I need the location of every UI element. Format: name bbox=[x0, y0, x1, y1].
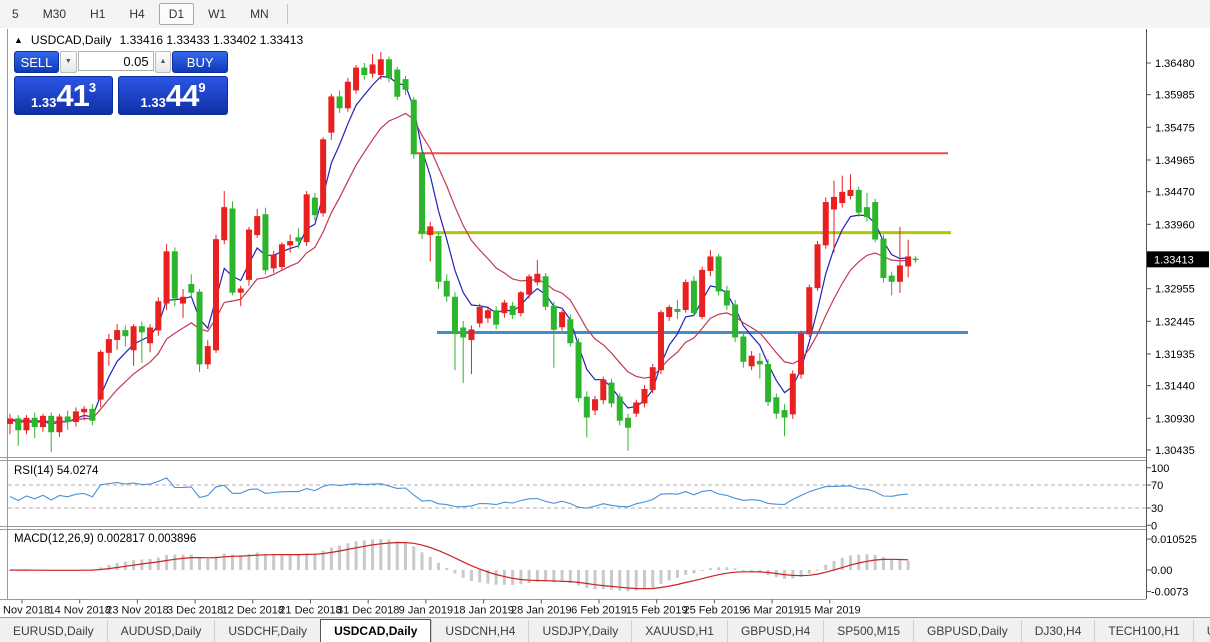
macd-signal-line bbox=[9, 541, 909, 590]
svg-text:0.00: 0.00 bbox=[1151, 565, 1172, 577]
macd-histogram bbox=[8, 539, 910, 592]
chart-symbol-label: USDCAD,Daily bbox=[30, 33, 112, 47]
chart-tab-xauusd-h1[interactable]: XAUUSD,H1 bbox=[631, 620, 727, 642]
timeframe-button-5[interactable]: 5 bbox=[12, 7, 19, 21]
svg-text:31 Dec 2018: 31 Dec 2018 bbox=[337, 605, 399, 617]
chart-ohlc-values: 1.33416 1.33433 1.33402 1.33413 bbox=[119, 33, 304, 47]
toolbar-separator bbox=[286, 4, 288, 24]
svg-text:1.32445: 1.32445 bbox=[1155, 316, 1195, 328]
svg-text:-0.0073: -0.0073 bbox=[1151, 586, 1188, 598]
sell-button[interactable]: SELL bbox=[14, 51, 59, 73]
price-axis[interactable]: 1.36480 1.35985 1.35475 1.34965 1.34470 1.339… bbox=[1146, 58, 1209, 457]
svg-text:1.31440: 1.31440 bbox=[1155, 381, 1195, 393]
buy-price-panel[interactable]: 1.33 44 9 bbox=[118, 76, 228, 115]
macd-indicator-label: MACD(12,26,9) 0.002817 0.003896 bbox=[14, 533, 197, 545]
chart-tab-gbpusd-h4[interactable]: GBPUSD,H4 bbox=[726, 620, 823, 642]
svg-text:6 Feb 2019: 6 Feb 2019 bbox=[571, 605, 627, 617]
svg-text:30: 30 bbox=[1151, 503, 1163, 515]
chart-tab-dj30-h4[interactable]: DJ30,H4 bbox=[1020, 620, 1095, 642]
svg-text:1.36480: 1.36480 bbox=[1155, 58, 1195, 70]
timeframe-button-h1[interactable]: H1 bbox=[90, 7, 106, 21]
chart-frame bbox=[0, 29, 1147, 600]
timeframe-button-m30[interactable]: M30 bbox=[42, 7, 67, 21]
svg-text:9 Jan 2019: 9 Jan 2019 bbox=[399, 605, 453, 617]
chart-tab-sp500-m15[interactable]: SP500,M15 bbox=[823, 620, 913, 642]
buy-price-prefix: 1.33 bbox=[140, 95, 166, 110]
timeframe-toolbar: 5 M30 H1 H4 D1 W1 MN bbox=[0, 0, 1210, 29]
svg-text:1.32955: 1.32955 bbox=[1155, 284, 1195, 296]
current-price-tag: 1.33413 bbox=[1147, 251, 1209, 268]
svg-text:1.35475: 1.35475 bbox=[1155, 122, 1195, 134]
svg-text:15 Feb 2019: 15 Feb 2019 bbox=[626, 605, 688, 617]
sell-price-pips: 41 bbox=[56, 78, 89, 113]
chart-tab-bar: EURUSD,Daily AUDUSD,Daily USDCHF,Daily USDC… bbox=[0, 617, 1210, 642]
svg-text:23 Nov 2018: 23 Nov 2018 bbox=[106, 605, 168, 617]
svg-text:0: 0 bbox=[1151, 520, 1157, 532]
sell-price-point: 3 bbox=[88, 80, 97, 95]
slow-ma bbox=[9, 112, 909, 423]
candles bbox=[7, 52, 912, 453]
chart-tab-tech100-h1[interactable]: TECH100,H1 bbox=[1094, 620, 1192, 642]
chart-window: 0.010525 0.00 -0.0073 100 70 30 0 +1.36480 1.359… bbox=[0, 28, 1210, 617]
timeframe-button-h4[interactable]: H4 bbox=[129, 7, 145, 21]
chart-title: ▲ USDCAD,Daily 1.33416 1.33433 1.33402 1… bbox=[14, 33, 303, 47]
macd-pane: 0.010525 0.00 -0.0073 bbox=[8, 534, 1197, 598]
lot-decrease-button[interactable]: ▼ bbox=[59, 51, 77, 73]
svg-text:28 Jan 2019: 28 Jan 2019 bbox=[511, 605, 572, 617]
lot-size-input[interactable] bbox=[77, 51, 154, 71]
lot-increase-button[interactable]: ▲ bbox=[154, 51, 172, 73]
timeframe-button-d1[interactable]: D1 bbox=[158, 3, 195, 25]
sell-price-panel[interactable]: 1.33 41 3 bbox=[14, 76, 114, 115]
svg-text:1.34965: 1.34965 bbox=[1155, 155, 1195, 167]
current-price-marker-icon: + bbox=[912, 253, 919, 267]
macd-axis: 0.010525 0.00 -0.0073 bbox=[1146, 534, 1197, 598]
svg-text:1.34470: 1.34470 bbox=[1155, 187, 1195, 199]
svg-text:0.010525: 0.010525 bbox=[1151, 534, 1197, 546]
timeframe-button-w1[interactable]: W1 bbox=[208, 7, 227, 21]
sell-price-prefix: 1.33 bbox=[31, 95, 57, 110]
svg-text:100: 100 bbox=[1151, 463, 1169, 475]
chart-tab-usdcnh-h4[interactable]: USDCNH,H4 bbox=[431, 620, 528, 642]
svg-text:1.30435: 1.30435 bbox=[1155, 445, 1195, 457]
svg-text:1.35985: 1.35985 bbox=[1155, 90, 1195, 102]
svg-text:5 Nov 2018: 5 Nov 2018 bbox=[0, 605, 50, 617]
svg-text:14 Nov 2018: 14 Nov 2018 bbox=[49, 605, 111, 617]
collapse-triangle-icon[interactable]: ▲ bbox=[14, 35, 23, 45]
svg-text:70: 70 bbox=[1151, 480, 1163, 492]
rsi-line bbox=[9, 477, 909, 509]
horizontal-lines bbox=[415, 152, 968, 335]
one-click-trading-panel: SELL ▼ ▲ BUY 1.33 41 3 1.33 44 9 bbox=[14, 51, 229, 115]
timeframe-button-mn[interactable]: MN bbox=[250, 7, 269, 21]
svg-text:1.30930: 1.30930 bbox=[1155, 413, 1195, 425]
chart-tab-gbpusd-daily[interactable]: GBPUSD,Daily bbox=[913, 620, 1021, 642]
svg-text:3 Dec 2018: 3 Dec 2018 bbox=[167, 605, 223, 617]
svg-text:18 Jan 2019: 18 Jan 2019 bbox=[453, 605, 514, 617]
price-chart[interactable]: 0.010525 0.00 -0.0073 100 70 30 0 +1.36480 1.359… bbox=[0, 28, 1210, 617]
svg-text:1.33413: 1.33413 bbox=[1154, 254, 1194, 266]
rsi-pane: 100 70 30 0 bbox=[8, 463, 1169, 532]
chart-tab-usdjpy-daily[interactable]: USDJPY,Daily bbox=[528, 620, 631, 642]
chart-tab-usdchf-daily[interactable]: USDCHF,Daily bbox=[214, 620, 320, 642]
svg-text:6 Mar 2019: 6 Mar 2019 bbox=[744, 605, 800, 617]
chart-tab-ukc[interactable]: UKC bbox=[1192, 620, 1210, 642]
buy-price-point: 9 bbox=[198, 80, 206, 95]
chart-tab-eurusd-daily[interactable]: EURUSD,Daily bbox=[13, 624, 94, 638]
svg-text:25 Feb 2019: 25 Feb 2019 bbox=[684, 605, 746, 617]
svg-text:12 Dec 2018: 12 Dec 2018 bbox=[222, 605, 284, 617]
svg-text:1.33960: 1.33960 bbox=[1155, 219, 1195, 231]
svg-text:21 Dec 2018: 21 Dec 2018 bbox=[279, 605, 341, 617]
svg-text:15 Mar 2019: 15 Mar 2019 bbox=[799, 605, 861, 617]
buy-price-pips: 44 bbox=[165, 78, 199, 113]
rsi-indicator-label: RSI(14) 54.0274 bbox=[14, 465, 99, 477]
svg-text:1.31935: 1.31935 bbox=[1155, 349, 1195, 361]
rsi-axis: 100 70 30 0 bbox=[1146, 463, 1169, 532]
chart-tab-usdcad-daily[interactable]: USDCAD,Daily bbox=[320, 619, 432, 642]
chart-tab-audusd-daily[interactable]: AUDUSD,Daily bbox=[106, 620, 215, 642]
buy-button[interactable]: BUY bbox=[172, 51, 229, 73]
